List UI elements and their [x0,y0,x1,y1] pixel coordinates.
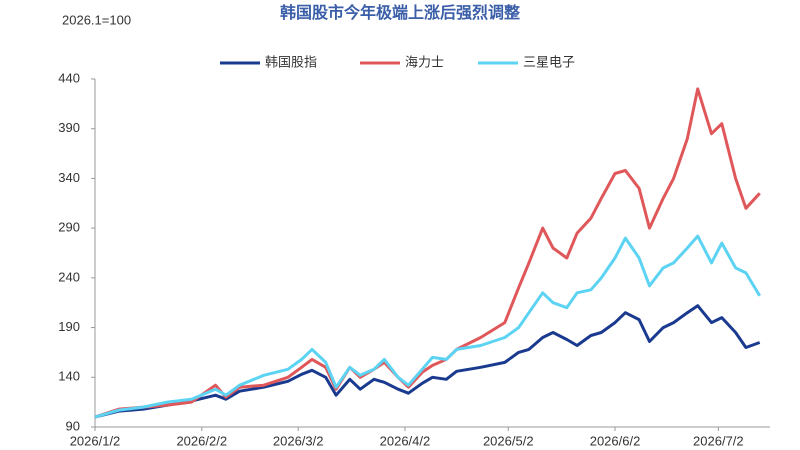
y-tick-label: 290 [58,220,80,235]
y-tick-label: 340 [58,170,80,185]
x-tick-label: 2026/6/2 [590,433,641,448]
y-tick-label: 90 [66,418,80,433]
y-tick-label: 440 [58,70,80,85]
x-tick-label: 2026/1/2 [70,433,121,448]
y-tick-label: 240 [58,269,80,284]
x-tick-label: 2026/4/2 [380,433,431,448]
x-tick-label: 2026/3/2 [273,433,324,448]
y-tick-label: 390 [58,120,80,135]
series-line [94,304,761,419]
y-tick-label: 190 [58,319,80,334]
legend-label: 三星电子 [523,54,575,69]
x-tick-label: 2026/5/2 [483,433,534,448]
legend-label: 韩国股指 [265,54,317,69]
legend-label: 海力士 [405,54,444,69]
x-tick-label: 2026/7/2 [693,433,744,448]
chart-title: 韩国股市今年极端上涨后强烈调整 [280,3,520,22]
series-line [94,87,761,419]
series-line [94,234,761,419]
y-tick-label: 140 [58,369,80,384]
x-tick-label: 2026/2/2 [176,433,227,448]
chart-subtitle: 2026.1=100 [62,12,131,27]
